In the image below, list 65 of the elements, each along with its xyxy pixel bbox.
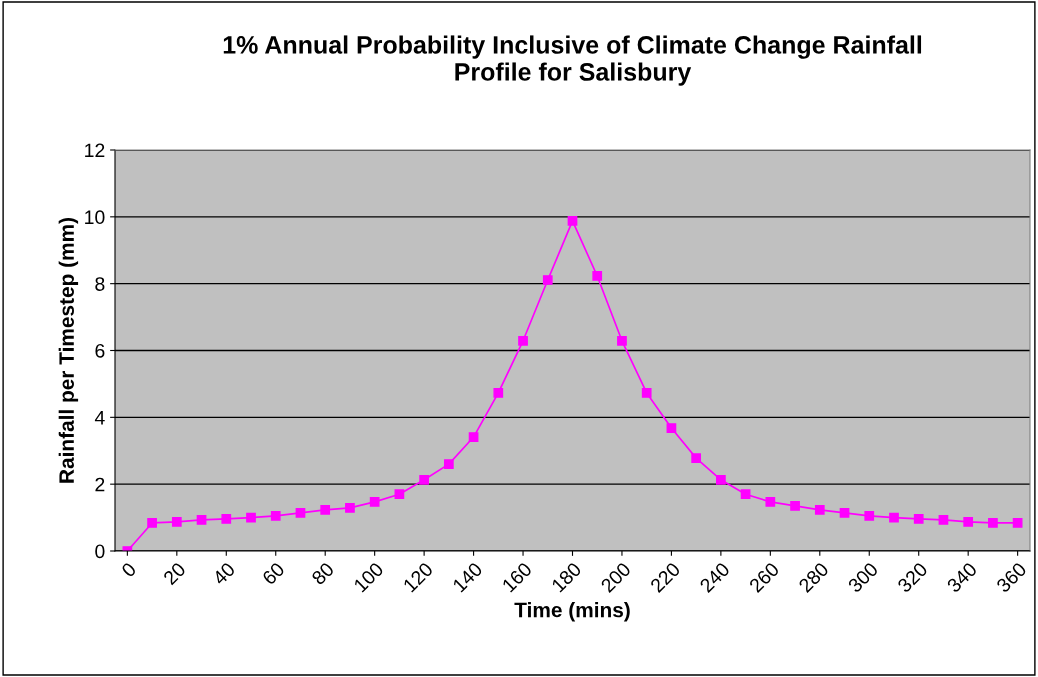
- point: [394, 489, 405, 500]
- x-tick-label: 0: [120, 561, 137, 578]
- x-tick-label: 200: [600, 561, 632, 594]
- x-tick-label: 180: [550, 561, 583, 593]
- point: [864, 511, 875, 521]
- point: [468, 432, 479, 442]
- x-tick-label: 160: [501, 561, 533, 593]
- point: [790, 501, 800, 511]
- y-tick-label: 6: [95, 343, 105, 358]
- point: [345, 503, 355, 513]
- y-axis-title: Rainfall per Timestep (mm): [58, 218, 79, 483]
- x-tick-label: 60: [261, 561, 286, 586]
- point: [221, 514, 232, 524]
- y-tick-label: 10: [85, 210, 105, 225]
- x-tick-label: 80: [310, 561, 335, 586]
- x-tick-label: 240: [699, 561, 731, 594]
- point: [246, 512, 256, 523]
- x-tick-label: 300: [847, 561, 879, 594]
- x-tick-label: 20: [162, 561, 187, 586]
- x-tick-label: 220: [649, 561, 681, 594]
- point: [443, 459, 454, 469]
- x-tick-label: 260: [748, 561, 780, 594]
- point: [1012, 518, 1023, 528]
- point: [196, 515, 207, 525]
- point: [270, 511, 281, 521]
- x-tick-label: 100: [353, 561, 385, 593]
- point: [765, 497, 776, 507]
- point: [567, 215, 578, 226]
- point: [369, 497, 380, 507]
- chart-title: 1% Annual Probability Inclusive of Climate Change Rainfall Profile for Salisbury: [223, 35, 922, 86]
- y-tick-label: 12: [85, 143, 105, 158]
- point: [716, 474, 726, 485]
- point: [691, 453, 702, 463]
- point: [171, 517, 182, 527]
- point: [493, 388, 504, 398]
- point: [666, 423, 677, 433]
- point: [592, 271, 603, 281]
- x-tick-label: 360: [995, 561, 1028, 594]
- point: [320, 505, 331, 515]
- point: [542, 275, 553, 285]
- point: [419, 474, 429, 485]
- point: [518, 335, 528, 346]
- point: [147, 518, 157, 528]
- point: [641, 388, 652, 398]
- x-tick-label: 320: [896, 561, 929, 594]
- point: [913, 514, 924, 524]
- y-tick-label: 0: [95, 544, 105, 559]
- y-tick-label: 4: [94, 411, 105, 425]
- x-axis-title: Time (mins): [514, 602, 630, 622]
- y-tick-label: 2: [95, 477, 105, 492]
- point: [740, 489, 751, 500]
- x-tick-label: 40: [211, 561, 236, 586]
- point: [295, 508, 306, 518]
- point: [839, 508, 850, 518]
- x-tick-label: 280: [797, 561, 830, 594]
- point: [988, 518, 998, 528]
- point: [814, 505, 825, 515]
- x-tick-label: 120: [402, 561, 434, 593]
- x-tick-label: 140: [452, 561, 484, 593]
- point: [889, 512, 899, 523]
- y-tick-label: 8: [95, 277, 105, 291]
- point: [938, 515, 949, 525]
- point: [963, 517, 974, 527]
- point: [617, 335, 627, 346]
- x-tick-label: 340: [946, 561, 978, 594]
